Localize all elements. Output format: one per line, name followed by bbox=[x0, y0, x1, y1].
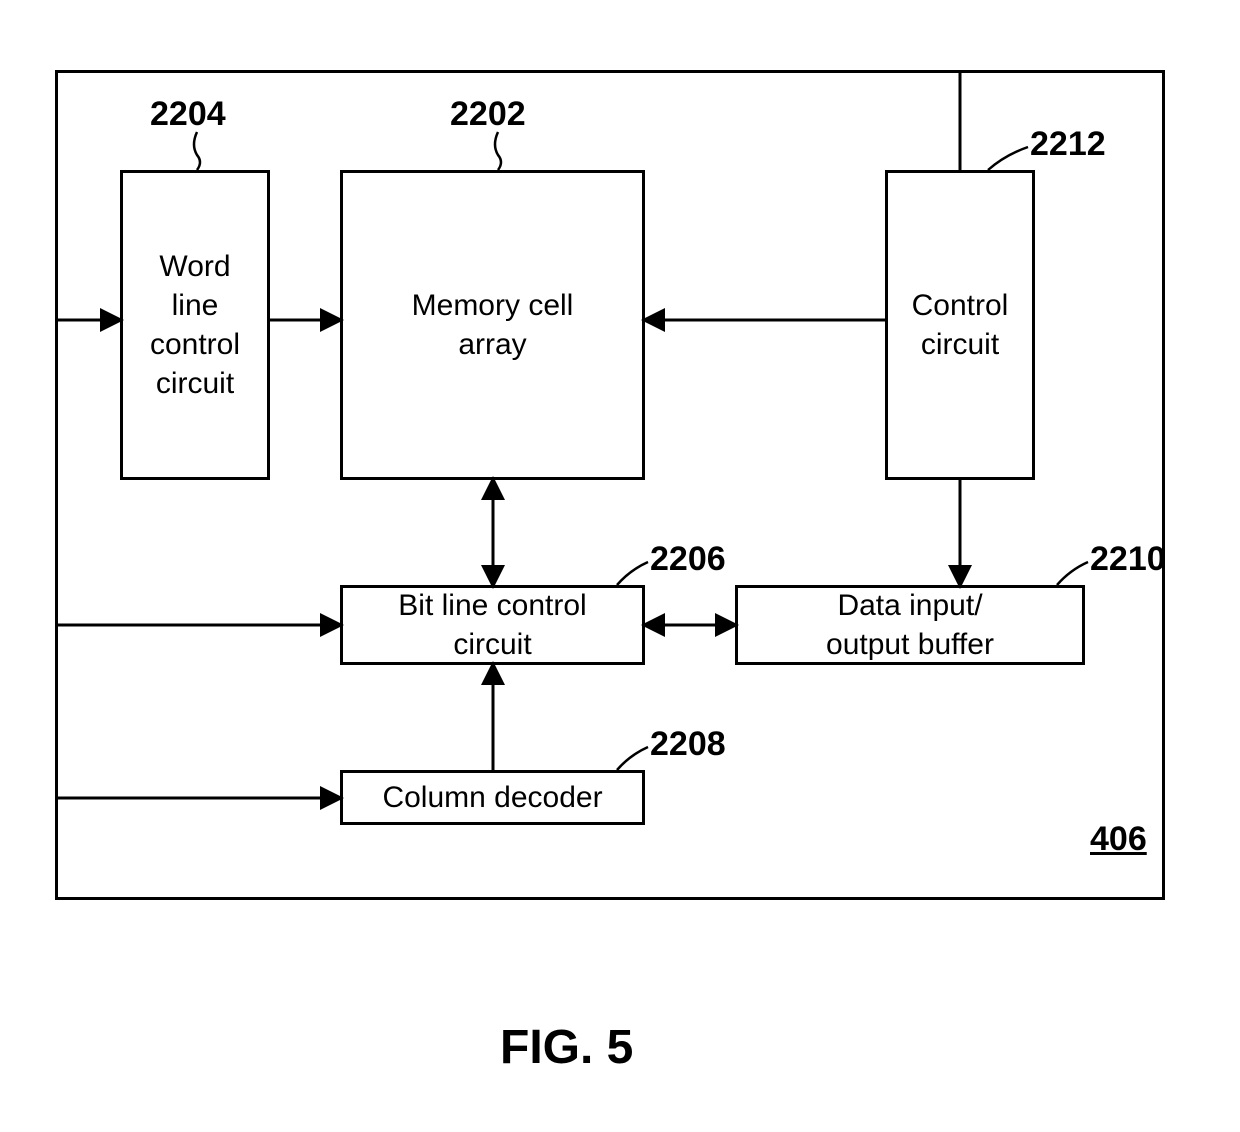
ref-2212: 2212 bbox=[1030, 125, 1106, 164]
ref-2208: 2208 bbox=[650, 725, 726, 764]
word-line-control-label: Wordlinecontrolcircuit bbox=[150, 247, 240, 403]
ref-2206: 2206 bbox=[650, 540, 726, 579]
bit-line-control-label: Bit line controlcircuit bbox=[398, 586, 586, 664]
memory-cell-array-block: Memory cellarray bbox=[340, 170, 645, 480]
word-line-control-circuit-block: Wordlinecontrolcircuit bbox=[120, 170, 270, 480]
diagram-container: Wordlinecontrolcircuit Memory cellarray … bbox=[55, 40, 1175, 910]
ref-406: 406 bbox=[1090, 820, 1147, 859]
data-io-buffer-block: Data input/output buffer bbox=[735, 585, 1085, 665]
data-io-buffer-label: Data input/output buffer bbox=[826, 586, 994, 664]
ref-2204: 2204 bbox=[150, 95, 226, 134]
ref-2202: 2202 bbox=[450, 95, 526, 134]
figure-caption: FIG. 5 bbox=[500, 1020, 633, 1075]
column-decoder-block: Column decoder bbox=[340, 770, 645, 825]
control-circuit-block: Controlcircuit bbox=[885, 170, 1035, 480]
ref-2210: 2210 bbox=[1090, 540, 1166, 579]
memory-cell-array-label: Memory cellarray bbox=[412, 286, 574, 364]
control-circuit-label: Controlcircuit bbox=[912, 286, 1009, 364]
bit-line-control-circuit-block: Bit line controlcircuit bbox=[340, 585, 645, 665]
column-decoder-label: Column decoder bbox=[382, 778, 602, 817]
